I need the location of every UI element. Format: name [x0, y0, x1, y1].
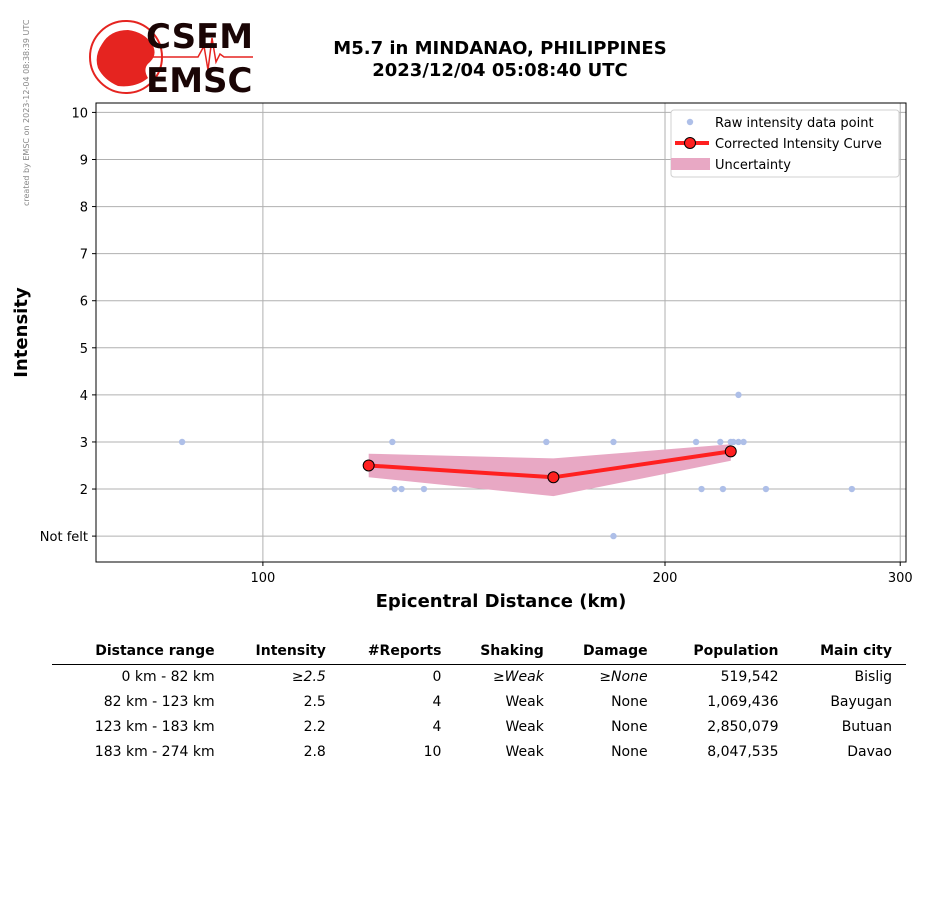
- y-tick-label: 4: [80, 389, 88, 404]
- table-cell: Weak: [505, 694, 544, 710]
- table-cell: 82 km - 123 km: [103, 694, 215, 710]
- title-line-2: 2023/12/04 05:08:40 UTC: [372, 60, 628, 81]
- table-row: 183 km - 274 km 2.8 10 Weak None 8,047,535 Dav…: [52, 740, 906, 765]
- table-cell: Butuan: [841, 719, 892, 735]
- table-header-cell: Intensity: [228, 640, 340, 665]
- table-cell: 2.5: [303, 694, 326, 710]
- logo-continents: [96, 30, 155, 87]
- raw-data-point: [610, 438, 617, 446]
- table-cell: 0: [432, 669, 442, 685]
- table-header-cell: Damage: [557, 640, 662, 665]
- raw-data-point: [178, 438, 186, 446]
- y-tick-label: 7: [80, 248, 88, 263]
- table-cell: Davao: [847, 744, 892, 760]
- table-cell: 10: [423, 744, 442, 760]
- table-cell: 123 km - 183 km: [94, 719, 215, 735]
- raw-data-point: [398, 485, 405, 493]
- logo-csem: CSEM: [146, 17, 253, 57]
- table-cell: 8,047,535: [707, 744, 779, 760]
- table-cell: None: [611, 719, 648, 735]
- legend-label: Raw intensity data point: [715, 116, 874, 131]
- uncertainty-band: [368, 444, 731, 497]
- x-tick-label: 300: [888, 571, 913, 586]
- intensity-chart: Not felt 2 3 4 5 6 7 8 9 10 100 200 300 Epicentral Di…: [11, 102, 913, 612]
- table-cell: 4: [432, 719, 442, 735]
- raw-data-point: [698, 485, 705, 493]
- table-cell: None: [611, 744, 648, 760]
- curve-point: [724, 445, 737, 458]
- legend-label: Uncertainty: [715, 158, 791, 173]
- table-cell: ≥2.5: [291, 669, 326, 685]
- legend-curve-marker: [684, 137, 696, 149]
- table-header-cell: #Reports: [339, 640, 456, 665]
- table-row: 0 km - 82 km ≥2.5 0 ≥Weak ≥None 519,542 Bislig: [52, 665, 906, 691]
- raw-data-point: [719, 485, 727, 493]
- curve-point: [547, 471, 560, 484]
- table-cell: 1,069,436: [707, 694, 779, 710]
- chart-title: M5.7 in MINDANAO, PHILIPPINES 2023/12/04…: [300, 38, 700, 82]
- raw-data-point: [740, 438, 747, 446]
- raw-data-point: [717, 438, 724, 446]
- plot-frame: [95, 102, 907, 563]
- y-tick-label: 10: [71, 106, 88, 121]
- table-cell: 4: [432, 694, 442, 710]
- legend-box: [670, 109, 900, 178]
- y-tick-label: Not felt: [40, 530, 88, 545]
- y-axis-label: Intensity: [11, 287, 32, 378]
- table-cell: 2.2: [303, 719, 326, 735]
- emsc-logo: CSEM EMSC: [89, 17, 253, 98]
- y-tick-label: 5: [80, 342, 88, 357]
- table-header-cell: Main city: [792, 640, 906, 665]
- raw-data-point: [543, 438, 550, 446]
- table-body: 0 km - 82 km ≥2.5 0 ≥Weak ≥None 519,542 Bislig…: [52, 665, 906, 766]
- raw-data-point: [730, 438, 737, 446]
- table-cell: 0 km - 82 km: [121, 669, 215, 685]
- table-header-cell: Distance range: [52, 640, 229, 665]
- table-row: 82 km - 123 km 2.5 4 Weak None 1,069,436 Bayug…: [52, 690, 906, 715]
- legend-label: Corrected Intensity Curve: [715, 137, 882, 152]
- table-cell: ≥Weak: [492, 669, 544, 685]
- table-cell: 2,850,079: [707, 719, 779, 735]
- y-tick-label: 9: [80, 153, 88, 168]
- raw-data-point: [735, 391, 742, 399]
- table-header-cell: Population: [661, 640, 793, 665]
- table-cell: 183 km - 274 km: [94, 744, 215, 760]
- y-tick-label: 8: [80, 201, 88, 216]
- table-cell: 2.8: [303, 744, 326, 760]
- curve-point: [362, 459, 375, 472]
- intensity-table: Distance range Intensity #Reports Shaking Da…: [52, 640, 906, 765]
- logo-seismogram: [148, 37, 253, 71]
- x-tick-label: 100: [250, 571, 275, 586]
- table-row: 123 km - 183 km 2.2 4 Weak None 2,850,079 Butu…: [52, 715, 906, 740]
- table-header-cell: Shaking: [455, 640, 558, 665]
- table-cell: Weak: [505, 744, 544, 760]
- logo-emsc: EMSC: [146, 61, 253, 98]
- title-line-1: M5.7 in MINDANAO, PHILIPPINES: [333, 38, 667, 59]
- x-tick-label: 200: [653, 571, 678, 586]
- table-cell: 519,542: [720, 669, 779, 685]
- raw-data-point: [848, 485, 856, 493]
- table-cell: Weak: [505, 719, 544, 735]
- y-tick-label: 3: [80, 436, 88, 451]
- table-cell: ≥None: [599, 669, 648, 685]
- x-axis-label: Epicentral Distance (km): [376, 591, 627, 612]
- raw-data-point: [420, 485, 428, 493]
- table-cell: Bislig: [854, 669, 892, 685]
- legend-raw-marker: [686, 118, 694, 126]
- raw-data-point: [389, 438, 396, 446]
- table-header-row: Distance range Intensity #Reports Shaking Da…: [52, 640, 906, 665]
- legend-uncertainty-swatch: [671, 158, 710, 170]
- raw-data-point: [391, 485, 398, 493]
- raw-data-point: [762, 485, 770, 493]
- y-tick-label: 6: [80, 295, 88, 310]
- table-cell: None: [611, 694, 648, 710]
- y-tick-label: 2: [80, 483, 88, 498]
- raw-data-point: [735, 438, 742, 446]
- table-cell: Bayugan: [830, 694, 892, 710]
- raw-data-point: [610, 532, 617, 540]
- chart-legend: Raw intensity data point Corrected Intens…: [670, 109, 900, 178]
- raw-data-point: [692, 438, 700, 446]
